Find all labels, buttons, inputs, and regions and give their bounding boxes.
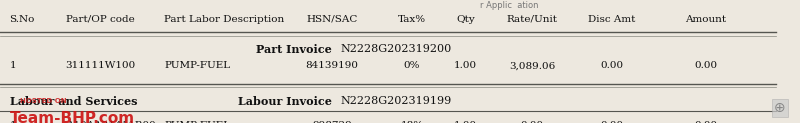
Text: N2228G202319200: N2228G202319200 xyxy=(340,44,451,54)
Text: Tax%: Tax% xyxy=(398,15,426,24)
Text: S.No: S.No xyxy=(10,15,35,24)
Text: Labour and Services: Labour and Services xyxy=(10,96,137,107)
Text: A10AA21411B00: A10AA21411B00 xyxy=(66,121,155,123)
Text: Labour Invoice: Labour Invoice xyxy=(238,96,332,107)
Text: Qty: Qty xyxy=(456,15,475,24)
Text: 0.00: 0.00 xyxy=(694,121,717,123)
Text: Part Invoice: Part Invoice xyxy=(256,44,332,55)
Text: 1.00: 1.00 xyxy=(454,62,477,70)
Text: Amount: Amount xyxy=(685,15,726,24)
Text: 0.00: 0.00 xyxy=(601,121,623,123)
Text: Rate/Unit: Rate/Unit xyxy=(506,15,558,24)
Text: 84139190: 84139190 xyxy=(306,62,358,70)
Text: 311111W100: 311111W100 xyxy=(66,62,136,70)
Text: 1: 1 xyxy=(10,62,16,70)
Text: PUMP-FUEL: PUMP-FUEL xyxy=(164,62,230,70)
Text: r Applic  ation: r Applic ation xyxy=(480,1,538,10)
Text: ⊕: ⊕ xyxy=(774,101,786,115)
Text: 0.00: 0.00 xyxy=(601,62,623,70)
Text: Team-BHP.com: Team-BHP.com xyxy=(10,111,134,123)
Text: N2228G202319199: N2228G202319199 xyxy=(340,96,451,106)
Text: PUMP-FUEL: PUMP-FUEL xyxy=(164,121,230,123)
Text: HSN/SAC: HSN/SAC xyxy=(306,15,358,24)
Text: Disc Amt: Disc Amt xyxy=(588,15,636,24)
Text: 3,089.06: 3,089.06 xyxy=(509,62,555,70)
Text: 998729: 998729 xyxy=(312,121,352,123)
Text: 1.00: 1.00 xyxy=(454,121,477,123)
Text: 0%: 0% xyxy=(404,62,420,70)
Text: Part Labor Description: Part Labor Description xyxy=(164,15,284,24)
Text: 0.00: 0.00 xyxy=(694,62,717,70)
Text: 0.00: 0.00 xyxy=(521,121,543,123)
Text: HOSTED ON: HOSTED ON xyxy=(20,98,66,104)
Text: Part/OP code: Part/OP code xyxy=(66,15,134,24)
Text: 18%: 18% xyxy=(401,121,423,123)
Text: 1: 1 xyxy=(10,121,16,123)
